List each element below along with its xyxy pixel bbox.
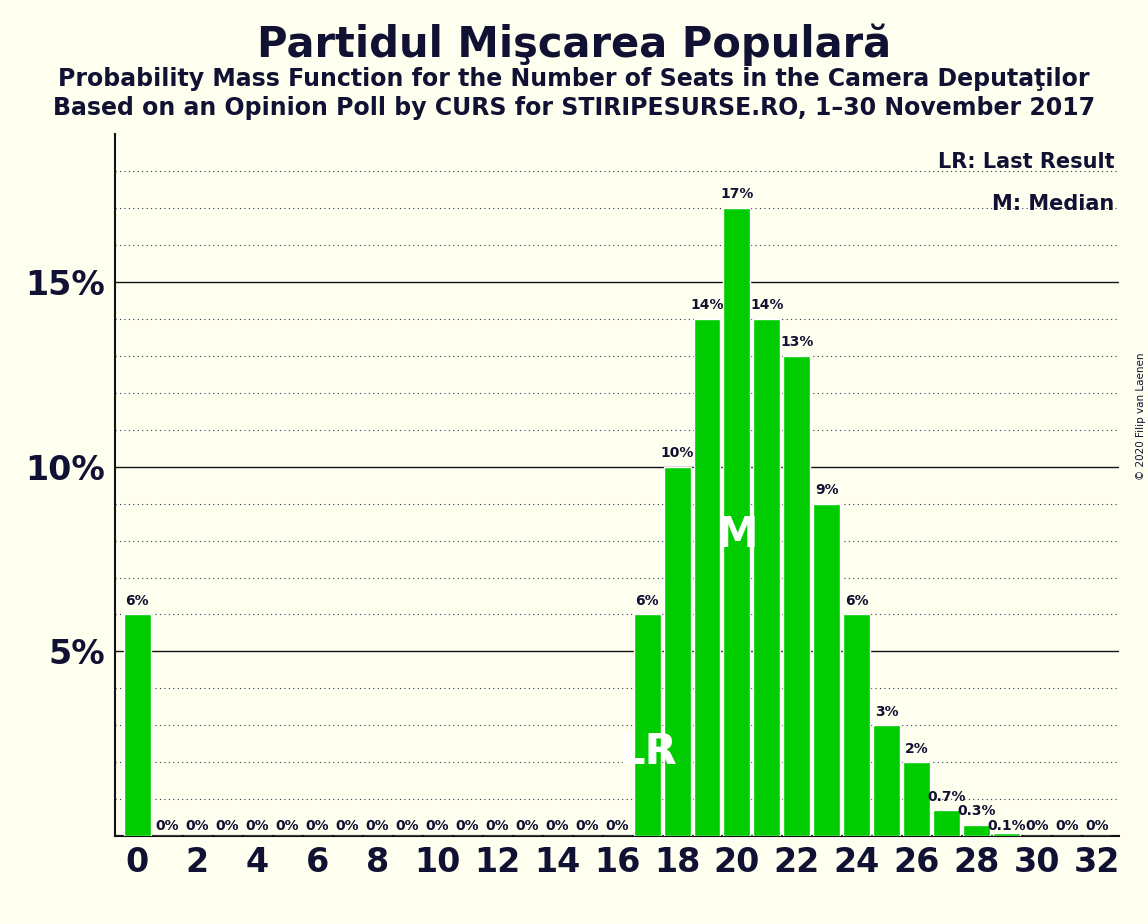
Bar: [664, 467, 690, 836]
Text: 3%: 3%: [875, 705, 899, 719]
Text: Partidul Mişcarea Populară: Partidul Mişcarea Populară: [257, 23, 891, 66]
Text: 0%: 0%: [456, 820, 479, 833]
Text: 6%: 6%: [125, 594, 149, 608]
Text: 0%: 0%: [155, 820, 179, 833]
Bar: [783, 356, 810, 836]
Text: 0.1%: 0.1%: [987, 820, 1026, 833]
Text: 0%: 0%: [305, 820, 329, 833]
Text: 0%: 0%: [1085, 820, 1109, 833]
Text: 0%: 0%: [186, 820, 209, 833]
Text: 0%: 0%: [246, 820, 269, 833]
Text: 0%: 0%: [605, 820, 629, 833]
Text: 9%: 9%: [815, 483, 839, 497]
Text: 0%: 0%: [545, 820, 569, 833]
Bar: [844, 614, 870, 836]
Text: 14%: 14%: [690, 298, 723, 312]
Text: 0%: 0%: [335, 820, 359, 833]
Text: LR: LR: [618, 731, 676, 773]
Text: 0%: 0%: [1055, 820, 1079, 833]
Bar: [874, 725, 900, 836]
Bar: [634, 614, 660, 836]
Bar: [693, 319, 721, 836]
Text: 0%: 0%: [575, 820, 599, 833]
Bar: [903, 762, 930, 836]
Text: 0%: 0%: [1025, 820, 1048, 833]
Text: 0%: 0%: [425, 820, 449, 833]
Text: 0.7%: 0.7%: [928, 790, 967, 804]
Text: 0%: 0%: [276, 820, 298, 833]
Bar: [993, 833, 1021, 836]
Text: 0.3%: 0.3%: [957, 805, 996, 819]
Text: © 2020 Filip van Laenen: © 2020 Filip van Laenen: [1135, 352, 1146, 480]
Text: M: Median: M: Median: [992, 194, 1115, 213]
Text: 0%: 0%: [216, 820, 239, 833]
Text: 0%: 0%: [486, 820, 509, 833]
Text: 14%: 14%: [751, 298, 784, 312]
Bar: [723, 208, 751, 836]
Bar: [753, 319, 781, 836]
Text: 0%: 0%: [515, 820, 538, 833]
Text: Probability Mass Function for the Number of Seats in the Camera Deputaţilor: Probability Mass Function for the Number…: [59, 67, 1089, 91]
Bar: [963, 825, 991, 836]
Text: 0%: 0%: [395, 820, 419, 833]
Text: Based on an Opinion Poll by CURS for STIRIPESURSE.RO, 1–30 November 2017: Based on an Opinion Poll by CURS for STI…: [53, 96, 1095, 120]
Text: M: M: [716, 514, 758, 555]
Text: 13%: 13%: [781, 335, 814, 349]
Text: 2%: 2%: [905, 742, 929, 756]
Bar: [933, 810, 961, 836]
Text: 0%: 0%: [365, 820, 389, 833]
Bar: [814, 504, 840, 836]
Text: LR: Last Result: LR: Last Result: [938, 152, 1115, 172]
Bar: [124, 614, 150, 836]
Text: 6%: 6%: [635, 594, 659, 608]
Text: 10%: 10%: [660, 446, 693, 460]
Text: 6%: 6%: [845, 594, 869, 608]
Text: 17%: 17%: [720, 188, 754, 201]
